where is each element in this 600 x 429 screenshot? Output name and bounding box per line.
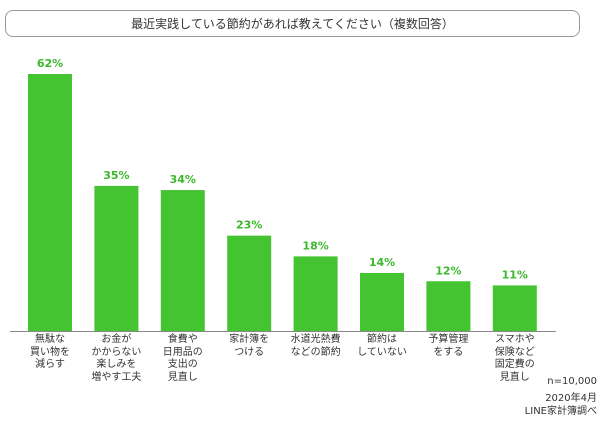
category-label: お金が かからない 楽しみを 増やす工夫	[91, 334, 142, 383]
bar	[492, 285, 537, 331]
category-label: 食費や 日用品の 支出の 見直し	[162, 334, 203, 383]
data-label: 34%	[170, 173, 196, 186]
bar	[293, 256, 338, 331]
data-label: 62%	[37, 57, 63, 70]
category-label: 水道光熱費 などの節約	[290, 334, 341, 358]
bar	[28, 74, 72, 331]
category-label: 予算管理 をする	[428, 334, 469, 358]
bar	[94, 185, 139, 331]
data-label: 14%	[369, 256, 395, 269]
data-label: 35%	[103, 169, 129, 182]
data-label: 11%	[502, 268, 528, 281]
category-label: 無駄な 買い物を 減らす	[30, 334, 70, 370]
category-label: スマホや 保険など 固定費の 見直し	[494, 334, 535, 383]
footnote-sample: n=10,000	[547, 376, 597, 387]
footnote-source: LINE家計簿調べ	[524, 406, 597, 417]
bar	[426, 281, 471, 331]
chart-title: 最近実践している節約があれば教えてください（複数回答）	[5, 10, 580, 37]
footnote-date: 2020年4月	[545, 393, 597, 404]
data-label: 23%	[236, 219, 262, 232]
bar	[360, 272, 404, 331]
category-label: 家計簿を つける	[229, 334, 270, 358]
category-label: 節約は していない	[357, 334, 407, 358]
data-label: 18%	[302, 239, 328, 252]
data-label: 12%	[435, 264, 461, 277]
bar	[227, 235, 272, 331]
bar	[160, 190, 205, 331]
